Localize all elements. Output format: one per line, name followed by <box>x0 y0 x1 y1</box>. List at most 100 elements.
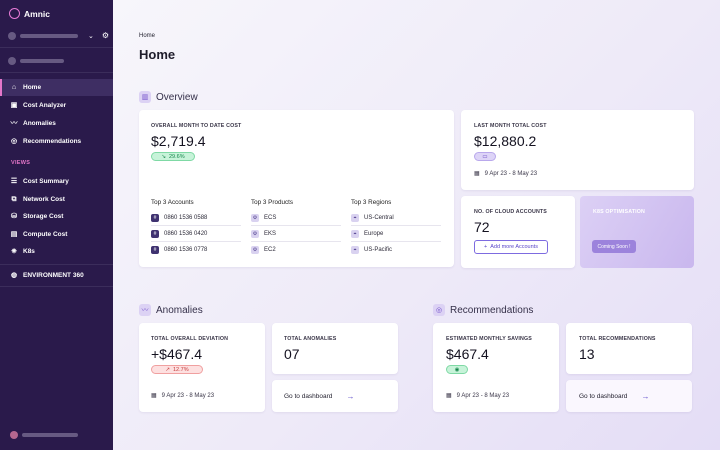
savings-date: ▦ 9 Apr 23 - 8 May 23 <box>446 392 510 400</box>
user-name-placeholder <box>22 433 78 437</box>
savings-badge: ◉ <box>446 365 468 374</box>
recommendations-dashboard-link[interactable]: Go to dashboard → <box>566 380 692 412</box>
k8s-optimisation-card: K8S OPTIMISATION Coming Soon ! <box>580 196 694 268</box>
mtd-change-badge: ↘ 29.6% <box>151 152 195 161</box>
sidebar-item-network-cost[interactable]: ⧉ Network Cost <box>0 191 113 208</box>
total-recommendations-card: TOTAL RECOMMENDATIONS 13 <box>566 323 692 374</box>
sidebar-item-recommendations[interactable]: ◎ Recommendations <box>0 133 113 150</box>
dashboard-link-label: Go to dashboard <box>579 393 628 400</box>
storage-icon: ⛁ <box>11 213 17 220</box>
org-selector[interactable]: ⌄ ⚙ <box>8 31 109 40</box>
location-pin-icon: ⌖ <box>351 213 359 222</box>
deviation-label: TOTAL OVERALL DEVIATION <box>151 336 229 342</box>
list-item[interactable]: #0860 1536 0420 <box>151 226 241 242</box>
chevron-down-icon[interactable]: ⌄ <box>88 32 94 40</box>
cloud-accounts-value: 72 <box>474 219 490 235</box>
location-pin-icon: ⌖ <box>351 246 359 254</box>
list-item[interactable]: ⚙ EKS <box>251 226 341 242</box>
product-name: EC2 <box>264 247 276 253</box>
sidebar-item-cost-analyzer[interactable]: ▣ Cost Analyzer <box>0 97 113 114</box>
list-item[interactable]: ⚙ EC2 <box>251 242 341 258</box>
recommendations-icon: ◎ <box>433 304 445 316</box>
location-pin-icon: ⌖ <box>351 229 359 238</box>
arrow-right-icon: → <box>641 392 650 401</box>
breadcrumb[interactable]: Home <box>139 33 156 39</box>
mtd-label: OVERALL MONTH TO DATE COST <box>151 123 242 129</box>
list-item[interactable]: ⌖ US-Pacific <box>351 242 441 258</box>
globe-icon: ◍ <box>10 272 18 279</box>
compute-icon: ▤ <box>10 231 18 238</box>
total-recommendations-label: TOTAL RECOMMENDATIONS <box>579 336 656 342</box>
calendar-icon: ▦ <box>446 393 452 399</box>
brand-logo-icon <box>9 8 20 19</box>
trend-down-icon: ↘ <box>161 153 166 160</box>
coming-soon-button[interactable]: Coming Soon ! <box>592 240 636 253</box>
total-recommendations-value: 13 <box>579 346 595 362</box>
calendar-icon: ▦ <box>151 393 157 399</box>
anomaly-wave-icon: 〰 <box>139 304 151 316</box>
top-products-title: Top 3 Products <box>251 199 294 206</box>
sidebar-item-home[interactable]: ⌂ Home <box>0 79 113 96</box>
sidebar-item-k8s[interactable]: ⎈ K8s <box>0 243 113 260</box>
hash-icon: # <box>151 229 159 238</box>
add-accounts-label: Add more Accounts <box>490 244 538 250</box>
brand-logo[interactable]: Amnic <box>9 8 50 19</box>
month-to-date-card: OVERALL MONTH TO DATE COST $2,719.4 ↘ 29… <box>139 110 454 267</box>
date-range: 9 Apr 23 - 8 May 23 <box>456 392 510 399</box>
deviation-value: +$467.4 <box>151 346 202 362</box>
overview-title: Overview <box>156 91 198 103</box>
bar-chart-icon: ▥ <box>139 91 151 103</box>
sidebar-item-label: Compute Cost <box>23 231 68 238</box>
account-id: 0860 1536 0778 <box>164 247 208 253</box>
sidebar-item-storage-cost[interactable]: ⛁ Storage Cost <box>0 208 113 225</box>
total-anomalies-card: TOTAL ANOMALIES 07 <box>272 323 398 374</box>
last-month-value: $12,880.2 <box>474 133 537 149</box>
gear-icon[interactable]: ⚙ <box>101 31 110 40</box>
list-item[interactable]: ⌖ US-Central <box>351 210 441 226</box>
product-icon: ⚙ <box>251 213 259 222</box>
workspace-avatar <box>8 57 16 65</box>
deviation-date: ▦ 9 Apr 23 - 8 May 23 <box>151 392 214 400</box>
sidebar-item-label: Recommendations <box>23 138 82 145</box>
cloud-accounts-label: NO. OF CLOUD ACCOUNTS <box>474 209 547 215</box>
date-range: 9 Apr 23 - 8 May 23 <box>484 170 538 177</box>
sidebar-item-cost-summary[interactable]: ☰ Cost Summary <box>0 173 113 190</box>
avatar <box>10 431 18 439</box>
sidebar-item-label: Cost Analyzer <box>23 102 67 109</box>
anomalies-icon: 〰 <box>10 120 18 127</box>
sidebar-item-compute-cost[interactable]: ▤ Compute Cost <box>0 226 113 243</box>
sidebar-item-label: Network Cost <box>23 196 65 203</box>
deviation-card: TOTAL OVERALL DEVIATION +$467.4 ↗ 12.7% … <box>139 323 265 412</box>
total-anomalies-label: TOTAL ANOMALIES <box>284 336 337 342</box>
overview-heading: ▥ Overview <box>139 91 198 103</box>
top-regions-title: Top 3 Regions <box>351 199 392 206</box>
workspace-selector[interactable] <box>8 57 64 65</box>
savings-card: ESTIMATED MONTHLY SAVINGS $467.4 ◉ ▦ 9 A… <box>433 323 559 412</box>
anomalies-dashboard-link[interactable]: Go to dashboard → <box>272 380 398 412</box>
list-item[interactable]: ⚙ ECS <box>251 210 341 226</box>
hash-icon: # <box>151 246 159 254</box>
mtd-change-value: 29.6% <box>169 153 185 160</box>
add-accounts-button[interactable]: + Add more Accounts <box>474 240 548 254</box>
list-item[interactable]: #0860 1536 0588 <box>151 210 241 226</box>
sidebar: Amnic ⌄ ⚙ ⌂ Home ▣ Cost Analyzer 〰 Anoma… <box>0 0 113 450</box>
hash-icon: # <box>151 213 159 222</box>
region-name: US-Central <box>364 214 394 221</box>
region-name: US-Pacific <box>364 247 393 253</box>
sidebar-item-label: Anomalies <box>23 120 56 127</box>
product-name: ECS <box>264 214 277 221</box>
dashboard-link-row: Go to dashboard → <box>579 392 649 401</box>
recommendations-title: Recommendations <box>450 304 534 316</box>
sidebar-item-environment-360[interactable]: ◍ ENVIRONMENT 360 <box>0 267 113 284</box>
org-name-placeholder <box>20 33 78 38</box>
cost-analyzer-icon: ▣ <box>10 102 18 109</box>
list-item[interactable]: #0860 1536 0778 <box>151 242 241 258</box>
plus-icon: + <box>484 244 488 250</box>
deviation-badge: ↗ 12.7% <box>151 365 203 374</box>
divider <box>0 264 113 265</box>
list-item[interactable]: ⌖ Europe <box>351 226 441 242</box>
top-accounts-title: Top 3 Accounts <box>151 199 194 206</box>
user-profile[interactable] <box>10 431 78 439</box>
sidebar-item-anomalies[interactable]: 〰 Anomalies <box>0 115 113 132</box>
calendar-icon: ▦ <box>474 171 480 177</box>
